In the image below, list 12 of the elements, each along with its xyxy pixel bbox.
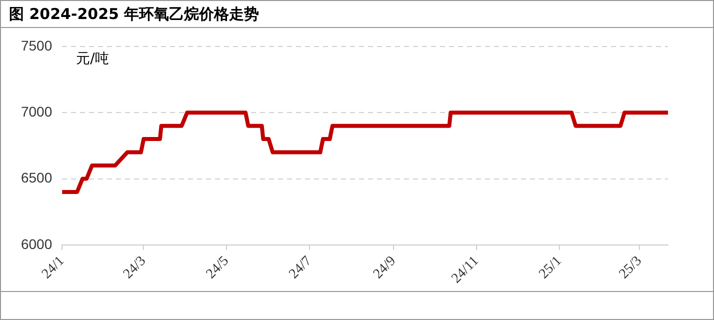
x-tick-label: 24/1 bbox=[39, 254, 68, 282]
chart-title: 图 2024-2025 年环氧乙烷价格走势 bbox=[1, 1, 713, 28]
x-tick-label: 24/3 bbox=[120, 254, 150, 282]
y-tick-label: 7500 bbox=[20, 37, 52, 54]
x-tick-label: 25/3 bbox=[616, 254, 645, 282]
x-tick-label: 25/1 bbox=[536, 254, 565, 282]
y-tick-label: 6000 bbox=[20, 236, 52, 252]
y-tick-label: 7000 bbox=[20, 103, 52, 120]
y-axis-title: 元/吨 bbox=[76, 51, 109, 68]
x-tick-label: 24/5 bbox=[204, 254, 232, 282]
y-tick-label: 6500 bbox=[20, 170, 52, 186]
x-tick-label: 24/9 bbox=[370, 254, 400, 282]
